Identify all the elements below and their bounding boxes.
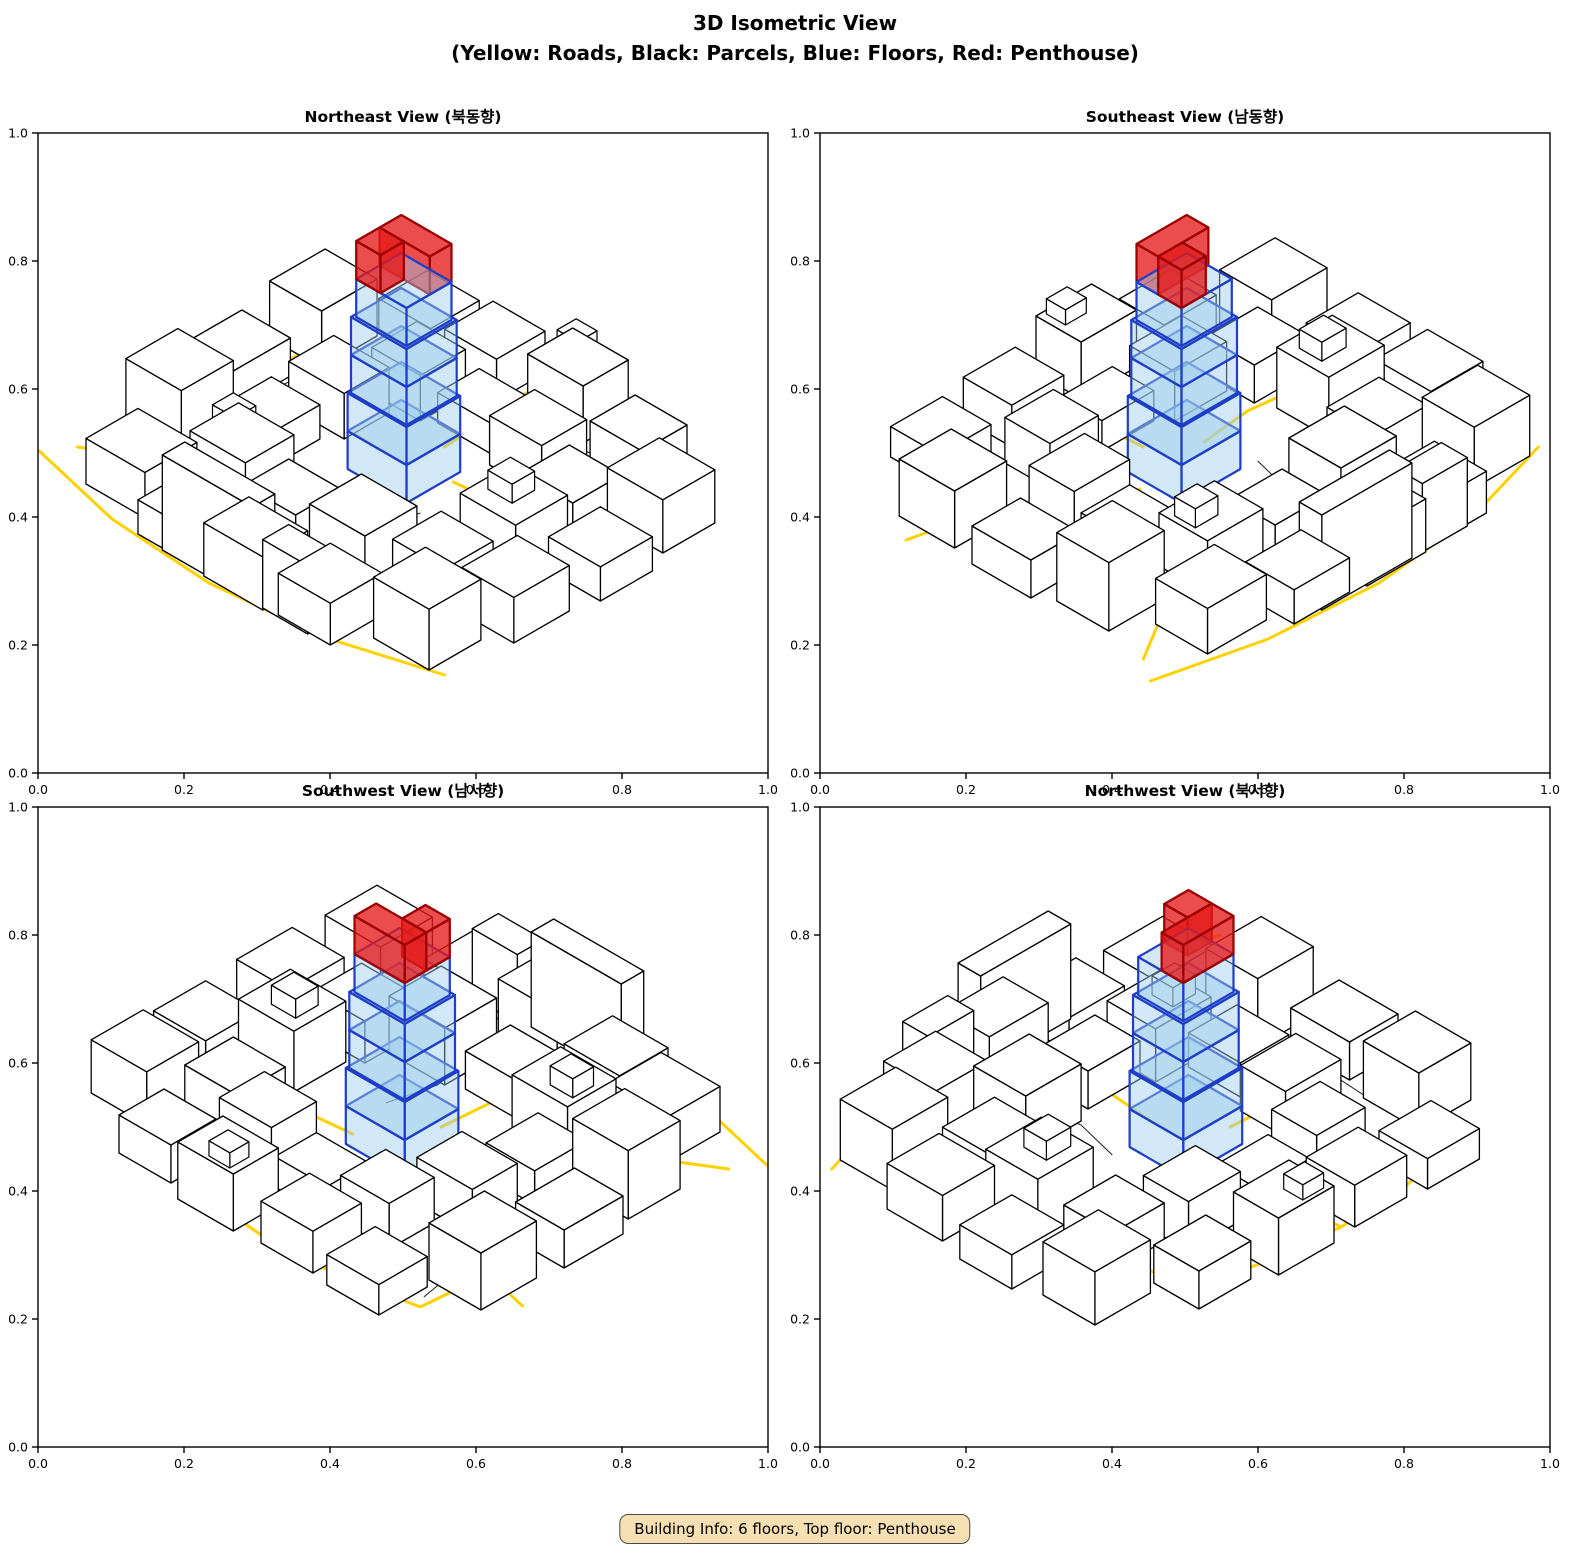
building-info-annotation: Building Info: 6 floors, Top floor: Pent… xyxy=(619,1514,971,1544)
x-tick-label: 0.0 xyxy=(810,1456,830,1471)
axes-frame: 0.00.0 0.2 0.2 0.4 0.4 0.6 0.6 0.8 0.8 1.0 1.0 xyxy=(8,800,778,1472)
x-tick-label: 1.0 xyxy=(1540,782,1560,797)
y-tick-label: 0.8 xyxy=(790,254,810,269)
scene-ne: 0.00.0 0.2 0.2 0.4 0.4 0.6 0.6 0.8 0.8 1.0 1.0 xyxy=(8,126,778,798)
subplot-title-northeast: Northeast View (북동향) xyxy=(304,108,502,126)
buildings-layer xyxy=(839,888,1481,1326)
x-tick-label: 0.8 xyxy=(1394,1456,1414,1471)
y-tick-label: 0.4 xyxy=(790,1184,810,1199)
axes-frame: 0.00.0 0.2 0.2 0.4 0.4 0.6 0.6 0.8 0.8 1.0 1.0 xyxy=(8,126,778,798)
x-tick-label: 0.8 xyxy=(612,1456,632,1471)
x-tick-label: 0.4 xyxy=(1102,782,1122,797)
subplot-northeast: Northeast View (북동향) 0.0 0.0 0.2 0.2 0.4 0.4 0… xyxy=(8,108,778,798)
x-tick-label: 0.4 xyxy=(320,1456,340,1471)
y-tick-label: 0.0 xyxy=(790,1440,810,1455)
x-tick-label: 0.4 xyxy=(1102,1456,1122,1471)
y-tick-label: 0.2 xyxy=(8,638,28,653)
scene-nw: 0.00.0 0.2 0.2 0.4 0.4 0.6 0.6 0.8 0.8 1.0 1.0 xyxy=(790,800,1560,1472)
y-tick-label: 0.8 xyxy=(8,254,28,269)
y-tick-label: 0.4 xyxy=(8,510,28,525)
scene-se: 0.00.0 0.2 0.2 0.4 0.4 0.6 0.6 0.8 0.8 1.0 1.0 xyxy=(790,126,1560,798)
x-tick-label: 0.6 xyxy=(466,782,486,797)
y-tick-label: 0.0 xyxy=(8,1440,28,1455)
y-tick-label: 1.0 xyxy=(8,126,28,141)
y-tick-label: 0.4 xyxy=(790,510,810,525)
y-tick-label: 0.2 xyxy=(790,638,810,653)
y-tick-label: 0.0 xyxy=(8,766,28,781)
figure-title-line2: (Yellow: Roads, Black: Parcels, Blue: Fl… xyxy=(451,41,1139,65)
x-tick-label: 0.2 xyxy=(174,1456,194,1471)
scene-content xyxy=(830,888,1481,1326)
buildings-layer xyxy=(85,213,716,671)
buildings-layer xyxy=(90,884,721,1316)
subplot-title-southwest: Southwest View (남서향) xyxy=(301,782,505,800)
x-tick-label: 0.8 xyxy=(612,782,632,797)
x-tick-label: 1.0 xyxy=(758,1456,778,1471)
x-tick-label: 0.2 xyxy=(956,782,976,797)
y-tick-label: 0.6 xyxy=(8,382,28,397)
subplot-northwest: Northwest View (북서향) 0.0 0.0 0.2 0.2 0.4 0.4 0… xyxy=(790,782,1560,1472)
figure-title-line1: 3D Isometric View xyxy=(692,11,898,35)
subplot-title-northwest: Northwest View (북서향) xyxy=(1084,782,1286,800)
x-tick-label: 0.6 xyxy=(1248,782,1268,797)
subplot-southwest: Southwest View (남서향) 0.0 0.0 0.2 0.2 0.4 0.4 0… xyxy=(8,782,778,1472)
y-tick-label: 0.8 xyxy=(8,928,28,943)
subplot-title-southeast: Southeast View (남동향) xyxy=(1085,108,1285,126)
y-tick-label: 0.8 xyxy=(790,928,810,943)
y-tick-label: 0.2 xyxy=(8,1312,28,1327)
scene-content xyxy=(90,884,768,1316)
x-tick-label: 0.6 xyxy=(466,1456,486,1471)
scene-content xyxy=(889,213,1540,683)
x-tick-label: 0.0 xyxy=(810,782,830,797)
scene-content xyxy=(38,213,716,677)
buildings-layer xyxy=(889,213,1531,655)
x-tick-label: 0.4 xyxy=(320,782,340,797)
x-tick-label: 0.2 xyxy=(174,782,194,797)
x-tick-label: 0.0 xyxy=(28,782,48,797)
x-tick-label: 0.0 xyxy=(28,1456,48,1471)
y-tick-label: 0.6 xyxy=(790,1056,810,1071)
y-tick-label: 0.4 xyxy=(8,1184,28,1199)
y-tick-label: 1.0 xyxy=(790,800,810,815)
x-tick-label: 0.6 xyxy=(1248,1456,1268,1471)
x-tick-label: 1.0 xyxy=(758,782,778,797)
x-tick-label: 1.0 xyxy=(1540,1456,1560,1471)
y-tick-label: 0.6 xyxy=(790,382,810,397)
x-tick-label: 0.8 xyxy=(1394,782,1414,797)
y-tick-label: 1.0 xyxy=(790,126,810,141)
axes-frame: 0.00.0 0.2 0.2 0.4 0.4 0.6 0.6 0.8 0.8 1.0 1.0 xyxy=(790,800,1560,1472)
y-tick-label: 0.2 xyxy=(790,1312,810,1327)
figure-title: 3D Isometric View (Yellow: Roads, Black:… xyxy=(0,8,1590,68)
x-tick-label: 0.2 xyxy=(956,1456,976,1471)
y-tick-label: 0.0 xyxy=(790,766,810,781)
y-tick-label: 1.0 xyxy=(8,800,28,815)
scene-sw: 0.00.0 0.2 0.2 0.4 0.4 0.6 0.6 0.8 0.8 1.0 1.0 xyxy=(8,800,778,1472)
axes-frame: 0.00.0 0.2 0.2 0.4 0.4 0.6 0.6 0.8 0.8 1.0 1.0 xyxy=(790,126,1560,798)
subplot-southeast: Southeast View (남동향) 0.0 0.0 0.2 0.2 0.4 0.4 0… xyxy=(790,108,1560,798)
y-tick-label: 0.6 xyxy=(8,1056,28,1071)
